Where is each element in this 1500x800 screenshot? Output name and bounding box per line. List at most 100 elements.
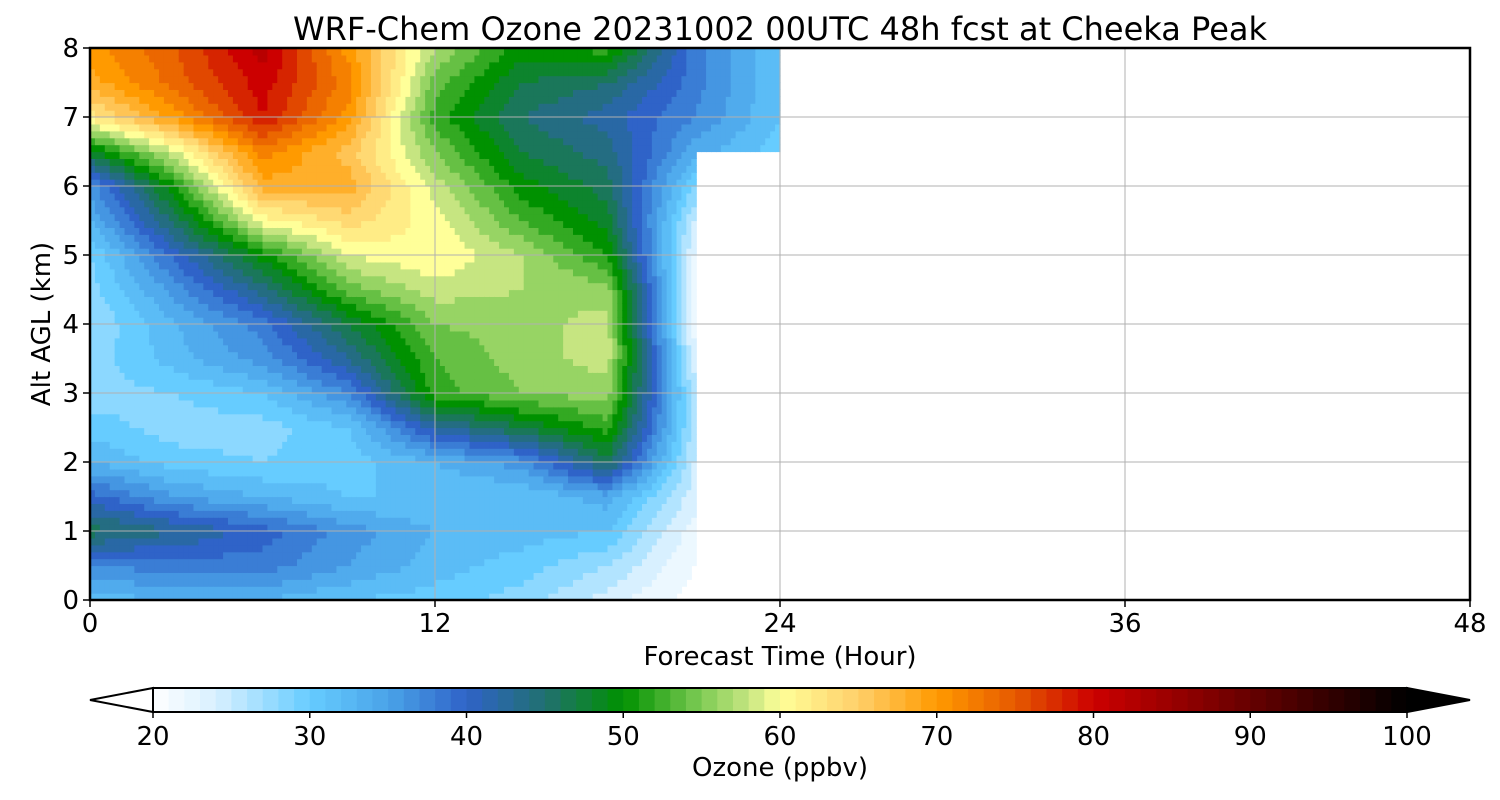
contour-cell (316, 420, 323, 429)
contour-cell (183, 192, 190, 201)
contour-cell (267, 531, 273, 539)
contour-cell (301, 455, 308, 463)
contour-cell (361, 344, 367, 353)
contour-cell (390, 413, 397, 422)
contour-cell (361, 130, 367, 139)
contour-cell (351, 241, 357, 249)
contour-cell (144, 399, 150, 408)
contour-cell (99, 565, 106, 573)
contour-cell (154, 351, 160, 360)
contour-cell (262, 379, 269, 387)
contour-cell (119, 48, 126, 56)
contour-cell (173, 455, 180, 463)
contour-cell (297, 296, 303, 304)
contour-cell (193, 82, 200, 90)
contour-cell (168, 406, 175, 415)
contour-cell (90, 531, 96, 539)
contour-cell (375, 234, 382, 242)
contour-cell (104, 255, 111, 263)
contour-cell (104, 68, 111, 77)
contour-cell (326, 330, 333, 339)
contour-cell (232, 496, 239, 504)
contour-cell (287, 351, 293, 360)
contour-cell (287, 289, 293, 297)
contour-cell (272, 137, 278, 146)
contour-cell (183, 358, 190, 366)
contour-cell (178, 158, 185, 166)
contour-cell (321, 579, 328, 587)
contour-cell (282, 579, 288, 587)
contour-cell (94, 358, 101, 366)
contour-cell (119, 427, 126, 435)
contour-cell (247, 468, 254, 477)
contour-cell (380, 551, 387, 560)
contour-cell (272, 96, 278, 104)
contour-cell (297, 117, 303, 125)
contour-cell (297, 310, 303, 318)
contour-cell (198, 434, 204, 442)
contour-cell (144, 324, 150, 332)
contour-cell (306, 413, 313, 422)
contour-cell (139, 172, 145, 180)
contour-cell (297, 241, 303, 249)
contour-cell (336, 310, 342, 318)
contour-cell (306, 248, 313, 256)
contour-cell (395, 482, 402, 491)
contour-cell (385, 434, 392, 442)
contour-cell (134, 317, 140, 325)
contour-cell (149, 551, 155, 560)
contour-cell (114, 330, 121, 339)
contour-cell (208, 199, 214, 208)
contour-cell (232, 537, 239, 546)
contour-cell (257, 482, 264, 491)
contour-cell (223, 455, 229, 463)
contour-cell (326, 358, 333, 366)
contour-cell (228, 220, 234, 228)
contour-cell (380, 593, 387, 601)
contour-cell (218, 337, 224, 346)
contour-cell (346, 372, 352, 380)
contour-cell (109, 468, 116, 477)
contour-cell (119, 475, 126, 484)
contour-cell (183, 351, 190, 360)
contour-cell (321, 413, 328, 422)
contour-cell (203, 386, 209, 394)
contour-cell (124, 593, 131, 601)
contour-cell (331, 220, 338, 228)
contour-cell (287, 503, 293, 511)
contour-cell (257, 144, 264, 153)
contour-cell (331, 489, 338, 498)
contour-cell (129, 282, 135, 291)
contour-cell (124, 489, 131, 498)
contour-cell (277, 123, 283, 132)
contour-cell (282, 68, 288, 77)
contour-cell (380, 54, 387, 63)
contour-cell (99, 324, 106, 332)
contour-cell (395, 420, 402, 429)
contour-cell (228, 482, 234, 491)
contour-cell (356, 565, 362, 573)
contour-cell (272, 330, 278, 339)
contour-cell (188, 172, 195, 180)
contour-cell (178, 165, 185, 173)
contour-cell (262, 448, 269, 456)
contour-cell (267, 572, 273, 580)
contour-cell (361, 586, 367, 594)
contour-cell (134, 572, 140, 580)
contour-cell (282, 220, 288, 228)
contour-cell (277, 386, 283, 394)
contour-cell (203, 268, 209, 277)
contour-cell (380, 303, 387, 311)
contour-cell (237, 82, 244, 90)
contour-cell (356, 393, 362, 401)
contour-cell (247, 61, 254, 70)
contour-cell (104, 61, 111, 70)
contour-cell (336, 455, 342, 463)
contour-cell (311, 379, 318, 387)
contour-cell (124, 482, 131, 491)
contour-cell (277, 82, 283, 90)
contour-cell (292, 123, 298, 132)
contour-cell (119, 110, 126, 118)
contour-cell (223, 510, 229, 518)
